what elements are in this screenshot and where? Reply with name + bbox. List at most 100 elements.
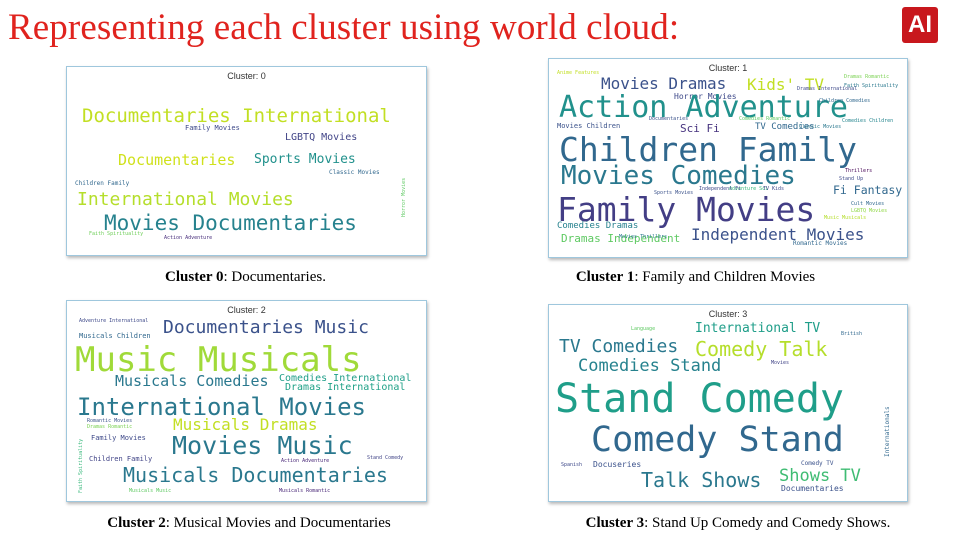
cloud-word: Music Musicals xyxy=(824,215,867,221)
slide-title: Representing each cluster using world cl… xyxy=(8,7,680,48)
cloud-word: Comedy TV xyxy=(801,460,834,467)
cloud-word: Language xyxy=(631,326,656,332)
cloud-word: Internationals xyxy=(884,406,891,457)
caption-cluster-2: Cluster 2: Musical Movies and Documentar… xyxy=(66,515,432,532)
cloud-word: Faith Spirituality xyxy=(89,231,144,237)
cloud-word: Comedies Romantic xyxy=(739,116,791,122)
caption-cluster-2-bold: Cluster 2 xyxy=(107,515,166,531)
cloud-word: Adventure Sci xyxy=(729,186,769,192)
caption-cluster-0: Cluster 0: Documentaries. xyxy=(66,269,425,286)
cloud-word: British xyxy=(841,331,863,337)
cloud-word: Musicals Dramas xyxy=(173,415,318,434)
cloud-word: Stand Comedy xyxy=(555,376,844,422)
caption-cluster-0-text: : Documentaries. xyxy=(223,269,326,285)
cloud-word: Documentaries xyxy=(118,151,236,169)
cloud-word: Action Adventure xyxy=(164,235,213,241)
cloud-word: Horror Movies xyxy=(401,177,407,217)
cloud-word: Dramas Romantic xyxy=(844,74,890,80)
cloud-word: Movies xyxy=(771,360,790,366)
caption-cluster-3-text: : Stand Up Comedy and Comedy Shows. xyxy=(644,515,891,531)
cloud-word: International Movies xyxy=(77,393,366,421)
wordcloud-cluster-1: Cluster: 1 Movies Dramas Kids' TV Horror… xyxy=(548,58,908,258)
cloud-word: Thrillers xyxy=(845,168,873,174)
cloud-word: Documentaries xyxy=(781,484,844,493)
cloud-word: Family Movies xyxy=(185,124,240,132)
wordcloud-cluster-3: Cluster: 3 Language International TV Bri… xyxy=(548,304,908,502)
cloud-word: Independent Fi xyxy=(699,186,742,192)
cloud-word: Romantic Movies xyxy=(87,418,133,424)
cloud-word: Dramas International xyxy=(797,86,858,92)
cloud-word: Music Musicals xyxy=(75,340,362,380)
cloud-word: Movies Music xyxy=(172,431,353,460)
cloud-word: Faith Spirituality xyxy=(78,438,84,493)
cloud-word: Documentaries xyxy=(649,116,689,122)
cloud-word: Comedies International xyxy=(279,373,412,384)
cloud-word: Sports Movies xyxy=(254,152,356,167)
cloud-word: Children Family xyxy=(559,130,858,169)
cloud-word: Dramas Independent xyxy=(561,232,681,245)
cloud-word: Kids' TV xyxy=(747,75,825,94)
wordcloud-cluster-2: Cluster: 2 Adventure International Docum… xyxy=(66,300,427,502)
cloud-word: Movies Children xyxy=(557,122,621,130)
ai-logo: AI xyxy=(902,7,938,43)
cloud-word: LGBTQ Movies xyxy=(851,208,888,214)
cloud-word: Children Comedies xyxy=(819,98,871,104)
caption-cluster-0-bold: Cluster 0 xyxy=(165,269,224,285)
caption-cluster-2-text: : Musical Movies and Documentaries xyxy=(165,515,391,531)
cloud-word: Musicals Comedies xyxy=(115,372,269,390)
cloud-word: Family Movies xyxy=(557,190,816,229)
cloud-word: Shows TV xyxy=(779,466,861,486)
caption-cluster-1-text: : Family and Children Movies xyxy=(634,269,816,285)
cloud-word: Romantic Movies xyxy=(793,240,848,247)
cloud-word: Movies Comedies xyxy=(561,161,796,191)
cloud-word: Docuseries xyxy=(593,460,642,469)
cloud-word: Documentaries Music xyxy=(163,317,369,338)
cloud-word: Movies Dramas xyxy=(601,74,727,93)
cloud-word: Adventure International xyxy=(79,318,149,324)
cloud-word: TV Comedies xyxy=(559,336,679,357)
cluster-3-label: Cluster: 3 xyxy=(708,309,748,319)
cloud-word: Action Adventure xyxy=(281,458,330,464)
cloud-word: Cult Movies xyxy=(851,201,885,207)
caption-cluster-1-bold: Cluster 1 xyxy=(575,269,635,285)
cloud-word: Documentaries International xyxy=(82,105,391,127)
cloud-word: Musicals Documentaries xyxy=(123,463,388,487)
cloud-word: Comedies Dramas xyxy=(557,221,639,231)
cloud-word: Horror Movies xyxy=(674,92,737,101)
cloud-word: Classic Movies xyxy=(329,169,380,176)
cloud-word: Talk Shows xyxy=(641,468,762,492)
cloud-word: TV Kids xyxy=(763,186,785,192)
cloud-word: Action Adventure xyxy=(559,90,848,125)
cloud-word: Children Family xyxy=(75,180,130,187)
cloud-word: Movies Documentaries xyxy=(104,211,357,235)
caption-cluster-3: Cluster 3: Stand Up Comedy and Comedy Sh… xyxy=(548,515,928,532)
cloud-word: Stand Comedy xyxy=(367,455,404,461)
cloud-word: Anime Features xyxy=(557,70,600,76)
cloud-word: Fi Fantasy xyxy=(833,183,903,197)
cluster-2-label: Cluster: 2 xyxy=(227,305,266,315)
cloud-word: Dramas Romantic xyxy=(87,424,133,430)
cloud-word: International Movies xyxy=(77,189,294,210)
caption-cluster-1: Cluster 1: Family and Children Movies xyxy=(548,269,843,286)
cloud-word: Comedies Children xyxy=(842,118,894,124)
cloud-word: International TV xyxy=(695,321,821,336)
cluster-0-label: Cluster: 0 xyxy=(227,71,266,81)
cloud-word: Dramas International xyxy=(285,382,406,393)
cloud-word: Family Movies xyxy=(91,434,146,442)
cloud-word: Faith Spirituality xyxy=(844,83,899,89)
wordcloud-cluster-0: Cluster: 0 Documentaries International F… xyxy=(66,66,427,256)
cloud-word: Sci Fi xyxy=(680,122,720,135)
cloud-word: Sports Movies xyxy=(654,190,694,196)
cloud-word: Stand Up xyxy=(839,176,864,182)
cluster-1-label: Cluster: 1 xyxy=(708,63,748,73)
cloud-word: Spanish xyxy=(561,462,583,468)
cloud-word: Musicals Children xyxy=(79,332,151,340)
cloud-word: Musicals Romantic xyxy=(279,488,331,494)
cloud-word: Musicals Music xyxy=(129,488,172,494)
cloud-word: LGBTQ Movies xyxy=(285,132,358,143)
cloud-word: Children Family xyxy=(89,455,153,463)
cloud-word: Comedy Stand xyxy=(591,420,844,460)
cloud-word: Classic Movies xyxy=(799,124,842,130)
cloud-word: Independent Movies xyxy=(691,225,865,244)
cloud-word: Comedy Talk xyxy=(695,337,828,361)
